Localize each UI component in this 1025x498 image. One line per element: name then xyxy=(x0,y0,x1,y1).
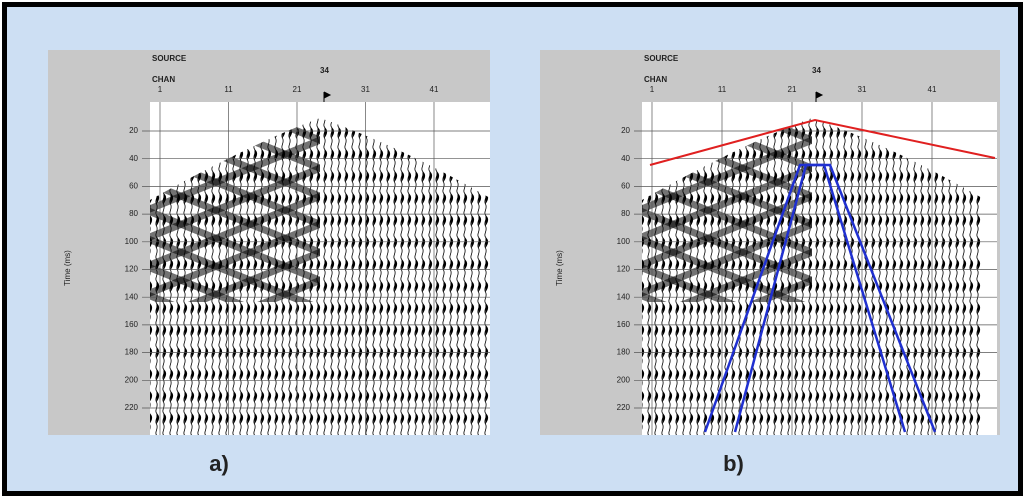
source-label: SOURCE xyxy=(644,54,679,63)
chan-tick-label: 41 xyxy=(430,85,439,94)
y-tick-label: 40 xyxy=(621,154,630,163)
y-tick-label: 160 xyxy=(125,320,139,329)
y-tick-label: 120 xyxy=(125,265,139,274)
source-value: 34 xyxy=(320,66,329,75)
source-label: SOURCE xyxy=(152,54,187,63)
y-tick-label: 20 xyxy=(621,126,630,135)
mute-inner xyxy=(733,163,907,433)
y-axis-label: Time (ms) xyxy=(555,250,564,286)
y-tick-label: 140 xyxy=(125,292,139,301)
y-tick-label: 200 xyxy=(125,375,139,384)
y-tick-label: 200 xyxy=(617,375,631,384)
chan-tick-label: 41 xyxy=(928,85,937,94)
y-tick-label: 40 xyxy=(129,154,138,163)
chan-tick-label: 21 xyxy=(788,85,797,94)
chan-tick-label: 11 xyxy=(718,85,727,94)
y-tick-label: 220 xyxy=(617,403,631,412)
y-tick-label: 140 xyxy=(617,292,631,301)
chan-tick-label: 21 xyxy=(293,85,302,94)
chan-tick-label: 31 xyxy=(361,85,370,94)
chan-tick-label: 1 xyxy=(650,85,655,94)
chan-tick-label: 1 xyxy=(158,85,163,94)
y-tick-label: 220 xyxy=(125,403,139,412)
chan-label: CHAN xyxy=(152,75,175,84)
wiggle-traces xyxy=(642,118,982,435)
y-tick-label: 80 xyxy=(621,209,630,218)
panel-label: a) xyxy=(209,451,229,476)
y-tick-label: 60 xyxy=(129,182,138,191)
y-tick-label: 120 xyxy=(617,265,631,274)
y-axis-label: Time (ms) xyxy=(63,250,72,286)
source-flag xyxy=(323,91,332,102)
chan-tick-label: 31 xyxy=(858,85,867,94)
y-tick-label: 100 xyxy=(125,237,139,246)
y-tick-label: 160 xyxy=(617,320,631,329)
source-flag xyxy=(815,91,824,102)
y-tick-label: 20 xyxy=(129,126,138,135)
source-value: 34 xyxy=(812,66,821,75)
panel-label: b) xyxy=(723,451,744,476)
y-tick-label: 180 xyxy=(617,348,631,357)
y-tick-label: 80 xyxy=(129,209,138,218)
first-break-line xyxy=(649,118,996,166)
y-tick-label: 100 xyxy=(617,237,631,246)
chan-tick-label: 11 xyxy=(224,85,233,94)
y-tick-label: 60 xyxy=(621,182,630,191)
chan-label: CHAN xyxy=(644,75,667,84)
y-tick-label: 180 xyxy=(125,348,139,357)
